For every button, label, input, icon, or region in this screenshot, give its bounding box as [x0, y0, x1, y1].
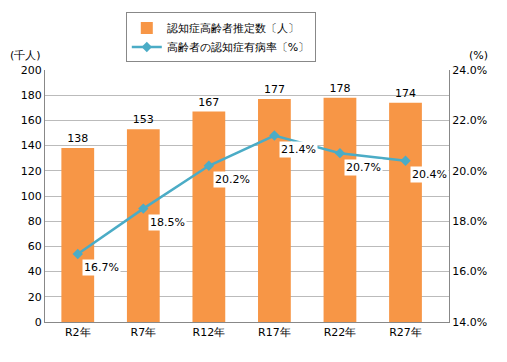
- svg-text:高齢者の認知症有病率〔%〕: 高齢者の認知症有病率〔%〕: [167, 41, 309, 54]
- svg-text:14.0%: 14.0%: [452, 316, 487, 329]
- svg-text:60: 60: [28, 240, 42, 253]
- svg-text:(%): (%): [469, 49, 488, 62]
- svg-text:20.0%: 20.0%: [452, 165, 487, 178]
- svg-text:160: 160: [21, 114, 42, 127]
- svg-text:153: 153: [133, 113, 154, 126]
- svg-text:120: 120: [21, 165, 42, 178]
- svg-text:16.0%: 16.0%: [452, 265, 487, 278]
- svg-text:0: 0: [35, 316, 42, 329]
- svg-text:180: 180: [21, 89, 42, 102]
- svg-text:80: 80: [28, 215, 42, 228]
- svg-text:200: 200: [21, 64, 42, 77]
- svg-text:177: 177: [264, 83, 285, 96]
- svg-text:(千人): (千人): [10, 49, 41, 62]
- svg-text:21.4%: 21.4%: [281, 143, 316, 156]
- svg-text:20.4%: 20.4%: [412, 168, 447, 181]
- svg-text:138: 138: [67, 132, 88, 145]
- svg-text:167: 167: [198, 96, 219, 109]
- svg-text:22.0%: 22.0%: [452, 114, 487, 127]
- svg-text:174: 174: [395, 87, 416, 100]
- svg-text:20.2%: 20.2%: [215, 173, 250, 186]
- svg-text:100: 100: [21, 190, 42, 203]
- svg-text:16.7%: 16.7%: [84, 261, 119, 274]
- svg-text:140: 140: [21, 139, 42, 152]
- svg-text:R27年: R27年: [389, 326, 422, 339]
- svg-text:R2年: R2年: [65, 326, 91, 339]
- svg-text:20: 20: [28, 291, 42, 304]
- svg-text:178: 178: [329, 82, 350, 95]
- svg-text:R22年: R22年: [324, 326, 357, 339]
- svg-text:認知症高齢者推定数〔人〕: 認知症高齢者推定数〔人〕: [167, 22, 299, 35]
- svg-text:40: 40: [28, 265, 42, 278]
- svg-text:R17年: R17年: [258, 326, 291, 339]
- svg-text:18.5%: 18.5%: [150, 216, 185, 229]
- svg-text:18.0%: 18.0%: [452, 215, 487, 228]
- svg-text:20.7%: 20.7%: [346, 161, 381, 174]
- svg-text:R12年: R12年: [193, 326, 226, 339]
- svg-text:24.0%: 24.0%: [452, 64, 487, 77]
- svg-text:R7年: R7年: [130, 326, 156, 339]
